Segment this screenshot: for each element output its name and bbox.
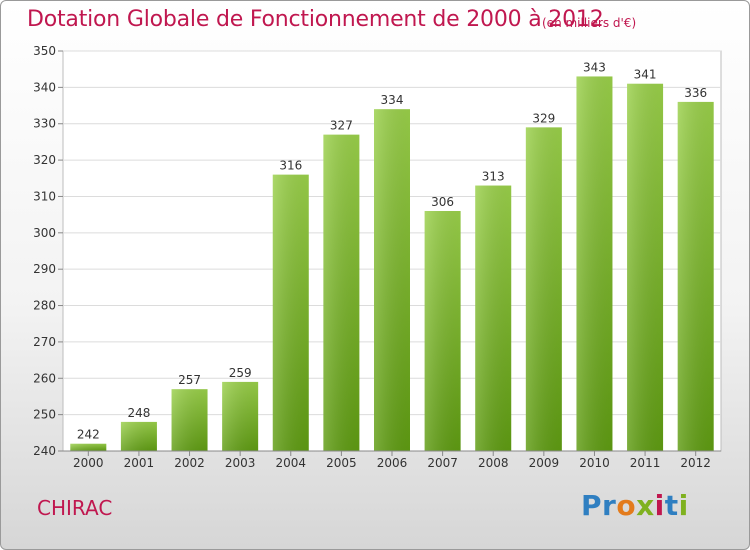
- x-tick-label: 2001: [124, 456, 155, 470]
- x-tick-label: 2005: [326, 456, 357, 470]
- bar-value-label: 336: [684, 86, 707, 100]
- logo-letter: o: [616, 489, 637, 522]
- bar-shade: [525, 127, 562, 451]
- x-tick-label: 2000: [73, 456, 104, 470]
- bars: 242 248 257 259 316 327 334 306 313 329 343 341 336: [70, 60, 714, 452]
- commune-name: CHIRAC: [37, 496, 113, 520]
- y-tick-label: 280: [33, 299, 56, 313]
- x-tick-label: 2010: [579, 456, 610, 470]
- bar-value-label: 316: [279, 159, 302, 173]
- bar-shade: [323, 134, 360, 452]
- y-tick-label: 350: [33, 44, 56, 58]
- x-tick-label: 2012: [680, 456, 711, 470]
- bar-value-label: 313: [482, 170, 505, 184]
- logo-letter: i: [654, 489, 665, 522]
- bar-shade: [374, 109, 410, 451]
- y-tick-label: 330: [33, 117, 56, 131]
- y-tick-label: 300: [33, 226, 56, 240]
- x-tick-label: 2004: [275, 456, 306, 470]
- x-tick-label: 2009: [529, 456, 560, 470]
- bar-value-label: 306: [431, 195, 454, 209]
- logo-letter: r: [602, 489, 617, 522]
- y-axis-ticks: 240 250 260 270 280 290 300 310 320 330 340 350: [33, 44, 63, 458]
- y-tick-label: 250: [33, 408, 56, 422]
- bar-shade: [120, 421, 157, 451]
- bar-shade: [424, 211, 461, 451]
- x-tick-label: 2006: [377, 456, 408, 470]
- y-tick-label: 310: [33, 189, 56, 203]
- bar-shade: [627, 83, 664, 452]
- bar-value-label: 334: [381, 93, 404, 107]
- x-tick-label: 2003: [225, 456, 256, 470]
- bar-value-label: 248: [127, 406, 150, 420]
- logo-letter: t: [664, 489, 679, 522]
- bar-shade: [576, 76, 613, 452]
- x-tick-label: 2002: [174, 456, 205, 470]
- y-tick-label: 290: [33, 262, 56, 276]
- logo-letter: P: [581, 489, 603, 522]
- bar-shade: [272, 174, 309, 452]
- y-tick-label: 260: [33, 371, 56, 385]
- y-tick-label: 240: [33, 444, 56, 458]
- logo-letter: x: [636, 489, 655, 522]
- bar-value-label: 341: [634, 68, 657, 82]
- chart-title: Dotation Globale de Fonctionnement de 20…: [27, 7, 604, 32]
- bar-value-label: 259: [229, 366, 252, 380]
- bar-value-label: 329: [532, 111, 555, 125]
- x-tick-label: 2007: [427, 456, 458, 470]
- bar-shade: [70, 443, 107, 451]
- bar-value-label: 343: [583, 60, 606, 74]
- x-tick-label: 2011: [630, 456, 661, 470]
- x-tick-label: 2008: [478, 456, 509, 470]
- y-tick-label: 270: [33, 335, 56, 349]
- bar-shade: [475, 185, 512, 451]
- bar-value-label: 257: [178, 373, 201, 387]
- bar-shade: [171, 389, 208, 451]
- bar-shade: [222, 381, 259, 451]
- bar-value-label: 327: [330, 119, 353, 133]
- bar-value-label: 242: [77, 428, 100, 442]
- chart-unit-note: (en milliers d'€): [542, 16, 637, 30]
- logo-letter: i: [678, 489, 689, 522]
- proxiti-logo: Proxiti: [581, 489, 689, 522]
- bar-shade: [677, 101, 714, 451]
- y-tick-label: 340: [33, 80, 56, 94]
- y-tick-label: 320: [33, 153, 56, 167]
- x-axis-ticks: 2000 2001 2002 2003 2004 2005 2006 2007 2008 2009…: [63, 450, 721, 470]
